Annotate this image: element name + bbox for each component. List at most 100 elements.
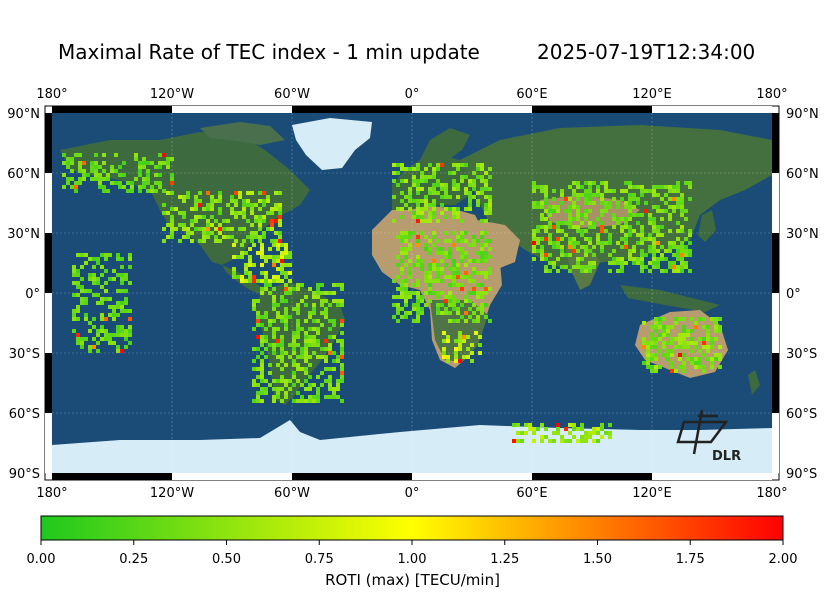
- roti-cell: [190, 219, 194, 223]
- roti-cell: [480, 187, 484, 191]
- roti-cell: [258, 191, 262, 195]
- roti-cell: [452, 171, 456, 175]
- roti-cell: [288, 315, 292, 319]
- roti-cell: [416, 303, 420, 307]
- roti-cell: [488, 207, 492, 211]
- roti-cell: [676, 181, 680, 185]
- roti-cell: [440, 163, 444, 167]
- roti-cell: [670, 341, 674, 345]
- roti-cell: [182, 199, 186, 203]
- roti-cell: [416, 243, 420, 247]
- roti-cell: [142, 181, 146, 185]
- roti-cell: [690, 341, 694, 345]
- roti-cell: [472, 195, 476, 199]
- roti-cell: [254, 219, 258, 223]
- roti-cell: [576, 249, 580, 253]
- roti-cell: [308, 395, 312, 399]
- roti-cell: [72, 313, 76, 317]
- roti-cell: [632, 257, 636, 261]
- roti-cell: [460, 179, 464, 183]
- roti-cell: [480, 291, 484, 295]
- roti-cell: [250, 203, 254, 207]
- roti-cell: [584, 213, 588, 217]
- roti-cell: [568, 197, 572, 201]
- roti-cell: [256, 323, 260, 327]
- roti-cell: [624, 201, 628, 205]
- roti-cell: [304, 347, 308, 351]
- roti-cell: [616, 217, 620, 221]
- lon-tick-label-bottom: 120°W: [150, 486, 194, 501]
- roti-cell: [218, 239, 222, 243]
- roti-cell: [138, 161, 142, 165]
- roti-cell: [88, 273, 92, 277]
- roti-cell: [472, 319, 476, 323]
- roti-cell: [460, 219, 464, 223]
- roti-cell: [412, 291, 416, 295]
- roti-cell: [428, 267, 432, 271]
- roti-cell: [246, 199, 250, 203]
- roti-cell: [138, 189, 142, 193]
- roti-cell: [100, 253, 104, 257]
- roti-cell: [456, 319, 460, 323]
- roti-cell: [128, 257, 132, 261]
- roti-cell: [158, 161, 162, 165]
- roti-cell: [182, 215, 186, 219]
- roti-cell: [690, 329, 694, 333]
- roti-cell: [252, 399, 256, 403]
- roti-cell: [332, 335, 336, 339]
- roti-cell: [580, 435, 584, 439]
- roti-cell: [564, 427, 568, 431]
- roti-cell: [428, 251, 432, 255]
- roti-cell: [572, 423, 576, 427]
- roti-cell: [134, 153, 138, 157]
- roti-cell: [576, 197, 580, 201]
- roti-cell: [416, 203, 420, 207]
- roti-cell: [98, 173, 102, 177]
- roti-cell: [688, 185, 692, 189]
- roti-cell: [244, 271, 248, 275]
- roti-cell: [548, 225, 552, 229]
- roti-cell: [276, 247, 280, 251]
- roti-cell: [260, 351, 264, 355]
- roti-cell: [276, 243, 280, 247]
- roti-cell: [190, 231, 194, 235]
- roti-cell: [300, 395, 304, 399]
- roti-cell: [548, 439, 552, 443]
- roti-cell: [640, 225, 644, 229]
- roti-cell: [284, 271, 288, 275]
- roti-cell: [428, 175, 432, 179]
- lon-tick-label-bottom: 120°E: [632, 486, 672, 501]
- roti-cell: [604, 229, 608, 233]
- roti-cell: [668, 265, 672, 269]
- roti-cell: [480, 231, 484, 235]
- frame-segment: [532, 106, 652, 113]
- roti-cell: [278, 211, 282, 215]
- roti-cell: [412, 183, 416, 187]
- roti-cell: [182, 223, 186, 227]
- roti-cell: [656, 249, 660, 253]
- roti-cell: [218, 195, 222, 199]
- roti-cell: [202, 231, 206, 235]
- roti-cell: [640, 241, 644, 245]
- roti-cell: [466, 355, 470, 359]
- roti-cell: [544, 257, 548, 261]
- roti-cell: [576, 181, 580, 185]
- roti-cell: [572, 217, 576, 221]
- roti-cell: [118, 181, 122, 185]
- roti-cell: [612, 189, 616, 193]
- roti-cell: [248, 247, 252, 251]
- roti-cell: [416, 215, 420, 219]
- roti-cell: [416, 307, 420, 311]
- roti-cell: [676, 253, 680, 257]
- roti-cell: [264, 339, 268, 343]
- roti-cell: [668, 249, 672, 253]
- world-map: [52, 113, 772, 473]
- roti-cell: [672, 269, 676, 273]
- roti-cell: [564, 253, 568, 257]
- roti-cell: [524, 423, 528, 427]
- roti-cell: [280, 251, 284, 255]
- roti-cell: [138, 169, 142, 173]
- roti-cell: [266, 227, 270, 231]
- roti-cell: [718, 365, 722, 369]
- roti-cell: [548, 221, 552, 225]
